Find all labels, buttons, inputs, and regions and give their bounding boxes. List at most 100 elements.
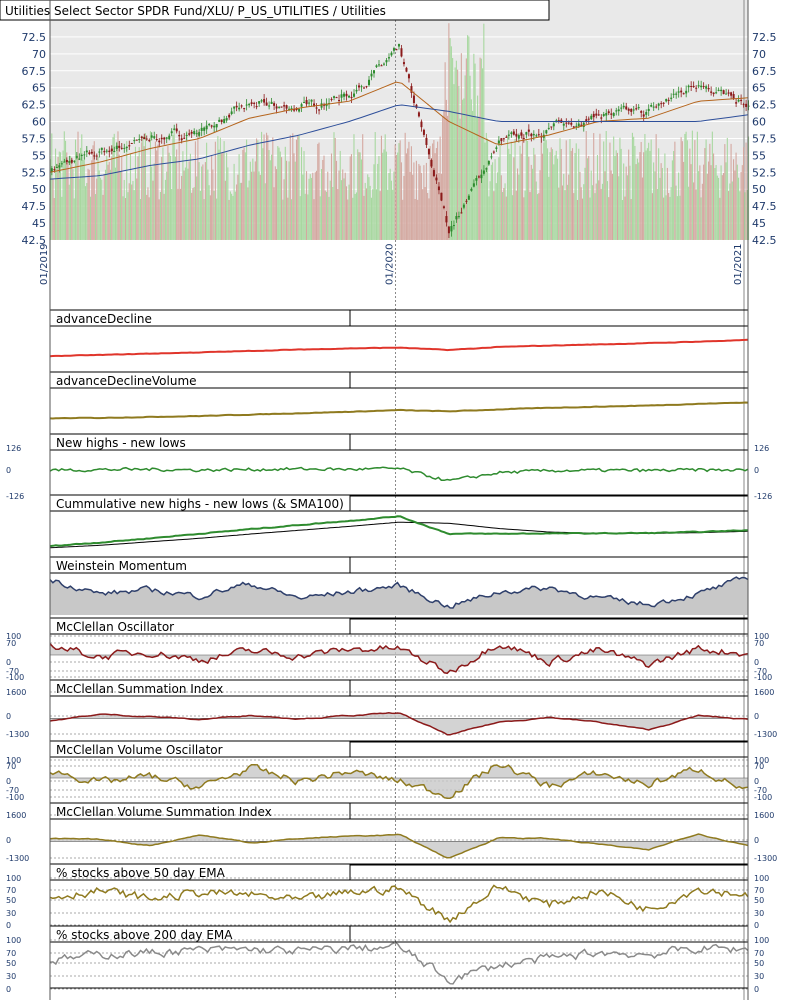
candle-body [168, 135, 171, 140]
volume-bar [379, 191, 381, 240]
volume-bar [738, 177, 740, 240]
volume-bar [181, 175, 183, 240]
panel-y-tick-left: -100 [6, 793, 24, 802]
candle-body [702, 86, 705, 88]
price-y-tick-right: 45 [752, 217, 766, 230]
volume-bar [71, 160, 73, 240]
candle-body [422, 129, 425, 135]
volume-bar [213, 190, 215, 240]
candle-body [258, 101, 261, 104]
indicator-line [49, 884, 749, 924]
volume-bar [705, 139, 707, 240]
panel-y-tick-left: 70 [6, 639, 16, 648]
sma-short-line [49, 81, 749, 173]
candle-body [645, 112, 648, 115]
panel-y-tick-right: 100 [754, 874, 769, 883]
candle-body [105, 150, 108, 152]
candle-body [690, 85, 693, 87]
candle-body [632, 109, 635, 111]
candle-body [530, 133, 533, 137]
volume-bar [364, 182, 366, 240]
volume-bar [429, 146, 431, 240]
candle-body [78, 158, 81, 160]
candle-body [88, 152, 91, 154]
price-y-tick-right: 62.5 [752, 99, 777, 112]
volume-bar [297, 135, 299, 240]
volume-bar [457, 69, 459, 240]
volume-bar [470, 99, 472, 241]
candle-body [670, 97, 673, 99]
volume-bar [258, 171, 260, 240]
volume-bar [384, 134, 386, 240]
volume-bar [59, 152, 62, 240]
volume-bar [113, 133, 115, 240]
candle-body [208, 123, 211, 126]
volume-bar [308, 178, 310, 240]
volume-bar [613, 136, 615, 240]
volume-bar [227, 167, 229, 240]
volume-bar [674, 141, 676, 240]
volume-bar [549, 152, 551, 240]
volume-bar [380, 135, 382, 240]
panel-title: advanceDecline [56, 312, 152, 326]
candle-body [278, 106, 281, 108]
candle-body [213, 125, 216, 128]
volume-bar [137, 156, 139, 240]
volume-bar [460, 53, 462, 241]
volume-bar [633, 136, 635, 240]
volume-bar [618, 176, 620, 240]
volume-bar [690, 164, 692, 240]
volume-bar [318, 142, 320, 240]
candle-body [545, 130, 548, 134]
candle-body [65, 159, 68, 163]
volume-bar [256, 138, 258, 240]
indicator-line [49, 833, 749, 859]
volume-bar [360, 159, 363, 240]
volume-bar [584, 167, 586, 240]
panel-y-tick-left: 30 [6, 972, 16, 981]
volume-bar [292, 133, 294, 240]
volume-bar [636, 158, 638, 240]
volume-bar [425, 162, 427, 240]
volume-bar [152, 180, 154, 240]
price-y-tick-right: 65 [752, 82, 766, 95]
volume-bar [526, 141, 529, 240]
candle-body [318, 109, 321, 111]
volume-bar [395, 155, 397, 240]
candle-body [180, 138, 183, 141]
panel-y-tick-right: 1600 [754, 811, 774, 820]
candle-body [355, 89, 358, 92]
candle-body [387, 57, 390, 59]
volume-bar [251, 171, 253, 240]
volume-bar [699, 165, 701, 240]
volume-bar [675, 185, 677, 240]
volume-bar [248, 180, 250, 240]
candle-body [685, 90, 688, 94]
panel-title: McClellan Summation Index [56, 682, 223, 696]
volume-bar [541, 153, 544, 240]
candle-body [625, 106, 628, 110]
volume-bar [211, 155, 213, 240]
volume-bar [392, 189, 394, 240]
volume-bar [545, 140, 547, 240]
volume-bar [382, 152, 384, 240]
volume-bar [525, 139, 527, 240]
volume-bar [141, 142, 143, 240]
panel-y-tick-right: 0 [754, 466, 759, 475]
candle-body [450, 226, 453, 232]
volume-bar [504, 183, 506, 240]
volume-bar [236, 184, 238, 240]
volume-bar [631, 132, 633, 240]
panel-y-tick-left: 100 [6, 756, 21, 765]
volume-bar [362, 134, 364, 240]
volume-bar [734, 170, 736, 240]
candle-body [118, 145, 121, 148]
candle-body [650, 104, 653, 107]
volume-bar [310, 177, 313, 240]
volume-bar [563, 173, 565, 240]
candle-body [617, 109, 620, 112]
price-y-tick-left: 62.5 [22, 99, 47, 112]
candle-body [710, 91, 713, 93]
panel-y-tick-left: 100 [6, 936, 21, 945]
volume-bar [171, 189, 173, 240]
